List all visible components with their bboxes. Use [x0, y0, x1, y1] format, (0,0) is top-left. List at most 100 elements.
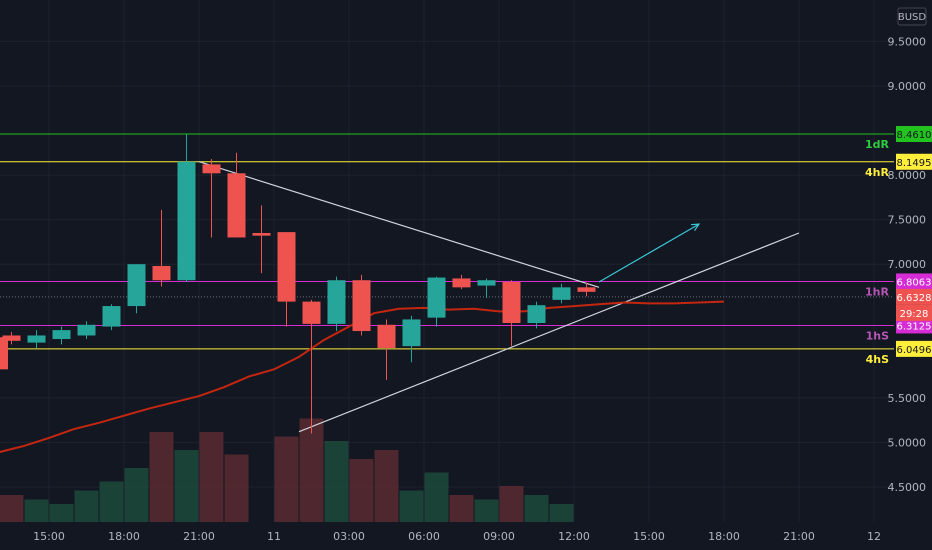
candle[interactable]: [277, 232, 296, 327]
volume-bar: [374, 450, 399, 522]
candle[interactable]: [327, 276, 346, 332]
volume-bar: [49, 504, 74, 522]
candle-body: [2, 335, 21, 341]
candle-body: [302, 301, 321, 324]
y-tick-label: 8.0000: [888, 169, 927, 182]
candle[interactable]: [477, 278, 496, 299]
level-label-4hS: 4hS: [866, 353, 889, 366]
candle-body: [152, 265, 171, 281]
candle-body: [327, 280, 346, 324]
candle[interactable]: [152, 209, 171, 287]
time-axis: 15:00 18:00 21:00 11 03:00 06:00 09:00 12:00 15:…: [33, 530, 881, 543]
volume-bar: [499, 486, 524, 522]
level-label-4hR: 4hR: [865, 166, 889, 179]
price-tag-4hR: 8.1495: [897, 158, 932, 169]
x-tick-label: 18:00: [108, 530, 140, 543]
candle-body: [452, 278, 471, 288]
candle-body: [127, 264, 146, 307]
candle[interactable]: [452, 274, 471, 290]
volume-bar: [324, 441, 349, 522]
volume-bar: [424, 472, 449, 522]
candle[interactable]: [577, 282, 596, 297]
candle-body: [102, 306, 121, 327]
candle-body: [352, 280, 371, 332]
candle-body: [552, 287, 571, 300]
y-tick-label: 9.0000: [888, 80, 927, 93]
candle-body: [527, 305, 546, 324]
y-tick-label: 9.5000: [888, 35, 927, 48]
volume-bar: [24, 499, 49, 522]
candle-body: [252, 233, 271, 236]
price-tag-1hS-bg: [896, 317, 932, 334]
candle[interactable]: [102, 304, 121, 331]
candle-body: [577, 287, 596, 292]
price-tag-1dR: 8.4610: [897, 130, 932, 141]
candle-body: [377, 324, 396, 348]
volume-bar: [524, 495, 549, 522]
candle[interactable]: [77, 321, 96, 340]
volume-bar: [124, 468, 149, 522]
price-tag-1hR-bg: [896, 273, 932, 290]
price-axis: 9.5000 9.0000 8.0000 7.5000 7.0000 5.5000 5.00…: [888, 0, 932, 522]
price-tag-4hR-bg: [896, 153, 932, 170]
arrow-head-icon: [690, 223, 701, 232]
grid: [0, 0, 894, 522]
countdown-tag: 29:28: [900, 309, 929, 320]
candle-body: [402, 319, 421, 347]
candle[interactable]: [227, 152, 246, 238]
volume-bar: [99, 481, 124, 522]
candle[interactable]: [127, 264, 146, 314]
candle[interactable]: [552, 283, 571, 304]
candle-body: [277, 232, 296, 302]
volume-bar: [474, 499, 499, 522]
candle[interactable]: [377, 319, 396, 381]
volume-bar: [449, 495, 474, 522]
candle-body: [202, 164, 221, 174]
candle[interactable]: [427, 276, 446, 327]
x-tick-label: 15:00: [33, 530, 65, 543]
candle-body: [427, 277, 446, 318]
candle[interactable]: [252, 205, 271, 274]
candle[interactable]: [27, 330, 46, 348]
candle-body: [477, 280, 496, 286]
y-tick-label: 7.0000: [888, 258, 927, 271]
price-tag-4hS: 6.0496: [897, 345, 932, 356]
x-tick-label: 15:00: [633, 530, 665, 543]
x-tick-label: 12: [867, 530, 881, 543]
x-tick-label: 21:00: [783, 530, 815, 543]
price-tag-1hR: 6.8063: [897, 277, 932, 288]
candle[interactable]: [527, 301, 546, 329]
candle[interactable]: [502, 280, 521, 347]
level-lines: 1dR 4hR 1hR 1hS 4hS: [0, 133, 894, 366]
candle[interactable]: [202, 159, 221, 238]
x-tick-label: 06:00: [408, 530, 440, 543]
price-tag-current-bg: [896, 288, 932, 305]
candle[interactable]: [302, 299, 321, 434]
price-tag-current: 6.6328: [897, 293, 932, 304]
candle-body: [227, 173, 246, 238]
candle-body: [52, 330, 71, 340]
candle-body: [27, 335, 46, 343]
candle-body: [0, 337, 8, 370]
candle-body: [177, 161, 196, 281]
level-label-1hR: 1hR: [865, 285, 889, 298]
candle[interactable]: [402, 315, 421, 363]
candle[interactable]: [177, 134, 196, 283]
candles[interactable]: [0, 134, 596, 434]
candle[interactable]: [0, 331, 8, 373]
x-tick-label: 21:00: [183, 530, 215, 543]
volume-bar: [199, 432, 224, 522]
currency-badge[interactable]: BUSD: [897, 7, 927, 26]
candle[interactable]: [352, 274, 371, 336]
x-tick-label: 09:00: [483, 530, 515, 543]
candle[interactable]: [2, 331, 21, 345]
volume-bar: [299, 418, 324, 522]
price-tags: 8.4610 8.1495 6.8063 6.3125 6.0496 6.6328 29:2…: [896, 126, 932, 357]
y-tick-label: 5.5000: [888, 392, 927, 405]
candle[interactable]: [52, 326, 71, 345]
x-tick-label: 12:00: [558, 530, 590, 543]
volume-bar: [149, 432, 174, 522]
volume-bars: [0, 418, 574, 522]
y-tick-label: 4.5000: [888, 481, 927, 494]
